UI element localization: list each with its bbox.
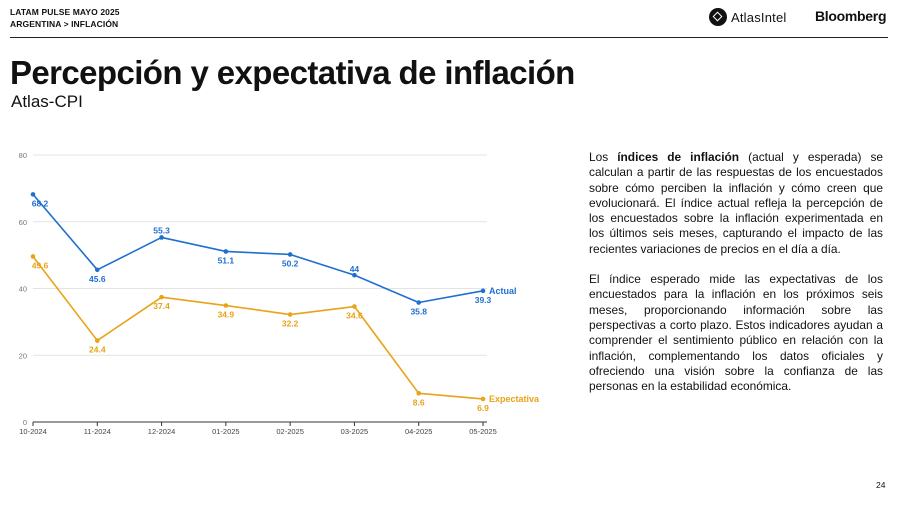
y-tick-label: 20: [19, 351, 27, 360]
data-point: [287, 252, 293, 257]
series-line-expectativa: [32, 255, 484, 400]
x-tick-label: 01-2025: [212, 427, 240, 436]
x-tick-label: 04-2025: [405, 427, 433, 436]
x-tick-label: 12-2024: [148, 427, 176, 436]
data-point: [159, 294, 164, 300]
data-label: 8.6: [413, 397, 425, 407]
page-subtitle: Atlas-CPI: [11, 92, 83, 111]
y-tick-label: 40: [19, 285, 27, 294]
data-point: [94, 267, 100, 273]
atlasintel-logo: AtlasIntel: [709, 8, 786, 26]
data-label: 24.4: [89, 345, 106, 355]
inflation-line-chart: 0 20 40 60 80 10-2024 11-2024 12-2024 01-2025 02-…: [19, 151, 540, 436]
data-label: 50.2: [282, 258, 299, 268]
page-number: 24: [876, 480, 886, 490]
x-tick-label: 10-2024: [19, 427, 47, 436]
data-point: [480, 396, 486, 402]
data-point: [94, 338, 100, 343]
page-title: Percepción y expectativa de inflación: [10, 54, 575, 91]
description-text: Los índices de inflación (actual y esper…: [589, 150, 883, 409]
data-label: 39.3: [475, 295, 492, 305]
data-point: [30, 254, 36, 259]
highlight-term: índices de inflación: [617, 150, 740, 164]
y-tick-label: 60: [19, 218, 27, 227]
x-tick-label: 02-2025: [276, 427, 304, 436]
series-legend-label: Actual: [489, 286, 517, 296]
data-label: 44: [350, 264, 360, 274]
breadcrumb: ARGENTINA > INFLACIÓN: [10, 19, 119, 29]
x-tick-label: 05-2025: [469, 427, 497, 436]
data-label: 32.2: [282, 319, 299, 329]
data-point: [416, 300, 422, 305]
series-line-actual: [32, 193, 484, 304]
atlasintel-wordmark: AtlasIntel: [731, 9, 787, 25]
y-tick-label: 80: [19, 151, 27, 160]
data-label: 34.9: [218, 310, 235, 320]
data-point: [416, 390, 422, 396]
description-paragraph-1: Los índices de inflación (actual y esper…: [589, 150, 884, 256]
data-point: [352, 304, 357, 309]
bloomberg-logo: Bloomberg: [815, 8, 887, 24]
data-label: 6.9: [477, 403, 489, 413]
report-header: LATAM PULSE MAYO 2025 ARGENTINA > INFLAC…: [10, 6, 120, 30]
data-point: [159, 235, 164, 240]
data-label: 49.6: [32, 260, 49, 270]
x-tick-label: 03-2025: [341, 427, 369, 436]
data-point: [223, 303, 229, 308]
data-label: 51.1: [218, 255, 235, 265]
data-label: 55.3: [153, 225, 170, 235]
description-paragraph-2: El índice esperado mide las expectativas…: [589, 272, 883, 394]
data-point: [30, 192, 36, 197]
y-tick-label: 0: [23, 418, 27, 427]
data-label: 34.6: [346, 311, 363, 321]
data-point: [287, 312, 293, 317]
header-divider: [10, 37, 888, 38]
data-label: 68.2: [32, 198, 49, 208]
atlasintel-icon: [709, 8, 727, 26]
series-legend-label: Expectativa: [489, 394, 540, 404]
data-label: 35.8: [410, 307, 427, 317]
data-label: 37.4: [153, 301, 170, 311]
x-tick-label: 11-2024: [84, 427, 111, 436]
data-point: [352, 272, 357, 278]
report-name: LATAM PULSE MAYO 2025: [10, 7, 120, 17]
data-label: 45.6: [89, 274, 106, 284]
data-point: [223, 249, 229, 254]
data-point: [480, 288, 486, 294]
